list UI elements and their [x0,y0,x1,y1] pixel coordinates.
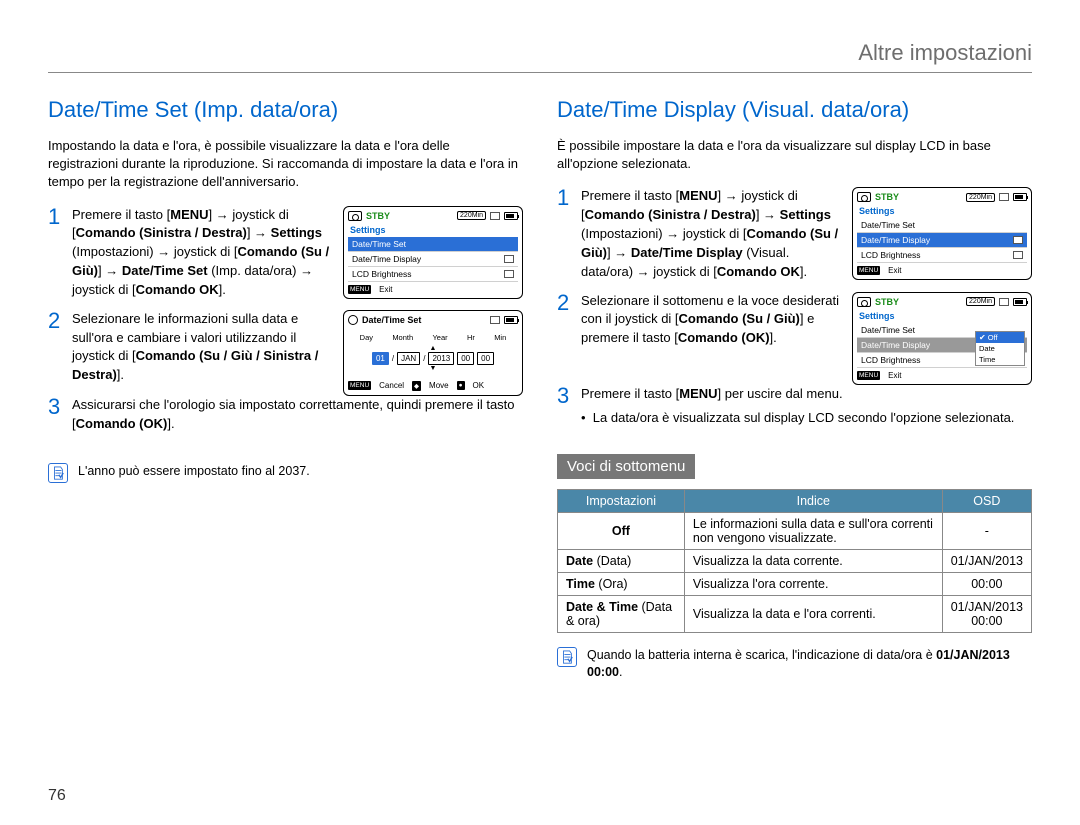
note-icon [48,463,68,483]
right-intro: È possibile impostare la data e l'ora da… [557,137,1032,173]
right-note: Quando la batteria interna è scarica, l'… [557,647,1032,682]
step-number: 3 [557,385,571,407]
fig-row: LCD Brightness [348,267,518,282]
fig-popup: ✔Off Date Time [975,331,1025,366]
right-step-2: 2 Selezionare il sottomenu e la voce des… [557,292,842,349]
fig-row: Date/Time Display [857,233,1027,248]
table-row: Time (Ora) Visualizza l'ora corrente. 00… [558,572,1032,595]
left-figure-1: STBY 220Min Settings Date/Time Set Date/… [343,206,523,299]
step-number: 1 [557,187,571,209]
card-icon [490,316,500,324]
card-icon [490,212,500,220]
left-figure-2: Date/Time Set Day Month Year Hr Min ▲ [343,310,523,396]
right-step-1: 1 Premere il tasto [MENU] → joystick di … [557,187,842,281]
note-text: Quando la batteria interna è scarica, l'… [587,647,1032,682]
battery-icon [1013,298,1027,306]
battery-icon [1013,193,1027,201]
page-header: Altre impostazioni [48,40,1032,73]
fig-row: Date/Time Set [857,218,1027,233]
right-column: Date/Time Display (Visual. data/ora) È p… [557,97,1032,682]
fig-stby: STBY [875,192,899,202]
fig-settings-label: Settings [348,223,518,237]
camera-icon [857,297,871,307]
fig-time-badge: 220Min [966,297,995,306]
gear-icon [348,315,358,325]
camera-icon [857,192,871,202]
fig-time-badge: 220Min [457,211,486,220]
step-number: 3 [48,396,62,418]
left-step-3: 3 Assicurarsi che l'orologio sia imposta… [48,396,523,434]
table-header: OSD [942,489,1031,512]
fig-stby: STBY [875,297,899,307]
left-section-title: Date/Time Set (Imp. data/ora) [48,97,523,123]
right-figure-1: STBY 220Min Settings Date/Time Set Date/… [852,187,1032,280]
submenu-table: Impostazioni Indice OSD Off Le informazi… [557,489,1032,633]
table-header: Impostazioni [558,489,685,512]
step-number: 2 [557,292,571,314]
camera-icon [348,211,362,221]
left-column: Date/Time Set (Imp. data/ora) Impostando… [48,97,523,682]
step-number: 1 [48,206,62,228]
fig-settings-label: Settings [857,309,1027,323]
fig-row: LCD Brightness [857,248,1027,263]
table-header: Indice [684,489,942,512]
table-row: Date & Time (Data & ora) Visualizza la d… [558,595,1032,632]
card-icon [999,193,1009,201]
left-intro: Impostando la data e l'ora, è possibile … [48,137,523,192]
note-icon [557,647,577,667]
page-number: 76 [48,787,66,805]
right-figure-2: STBY 220Min Settings Date/Time Set Date/… [852,292,1032,385]
content-columns: Date/Time Set (Imp. data/ora) Impostando… [48,97,1032,682]
step-number: 2 [48,310,62,332]
fig-row: Date/Time Set [348,237,518,252]
battery-icon [504,212,518,220]
battery-icon [504,316,518,324]
note-text: L'anno può essere impostato fino al 2037… [78,463,310,481]
right-step-3: 3 Premere il tasto [MENU] per uscire dal… [557,385,1032,428]
fig-row: Date/Time Display [348,252,518,267]
fig-settings-label: Settings [857,204,1027,218]
submenu-header: Voci di sottomenu [557,454,695,479]
fig-time-badge: 220Min [966,193,995,202]
card-icon [999,298,1009,306]
left-step-1: 1 Premere il tasto [MENU] → joystick di … [48,206,333,300]
table-row: Off Le informazioni sulla data e sull'or… [558,512,1032,549]
right-section-title: Date/Time Display (Visual. data/ora) [557,97,1032,123]
left-step-2: 2 Selezionare le informazioni sulla data… [48,310,333,385]
table-row: Date (Data) Visualizza la data corrente.… [558,549,1032,572]
left-note: L'anno può essere impostato fino al 2037… [48,463,523,483]
fig-stby: STBY [366,211,390,221]
